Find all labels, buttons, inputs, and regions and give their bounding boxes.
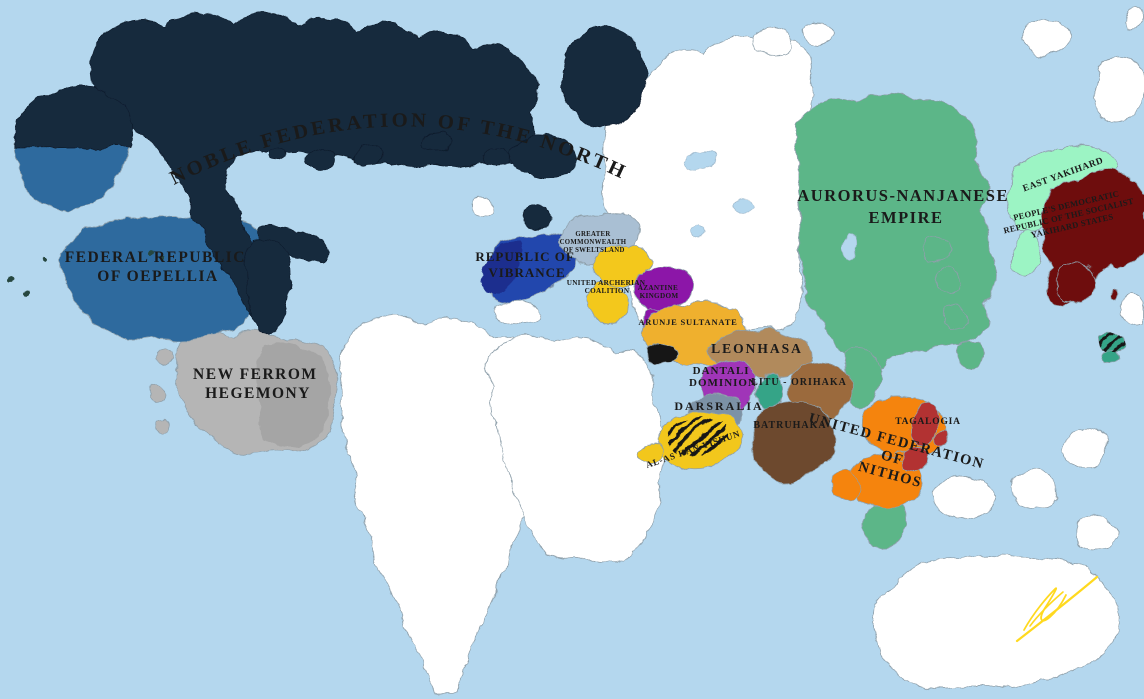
label-arunje: ARUNJE SULTANATE (638, 317, 737, 327)
label-aurorus: AURORUS-NANJANESE EMPIRE (797, 186, 1014, 227)
small-dark-islets (9, 250, 166, 296)
teal-island-2 (1101, 349, 1121, 365)
label-litu-orihaka: LITU - ORIHAKA (751, 377, 847, 388)
continent-southeast-white (874, 554, 1120, 690)
label-dantali: DANTALI DOMINION (689, 365, 757, 389)
label-new-ferrom: NEW FERROM HEGEMONY (193, 366, 323, 402)
nation-east-yakihard-strip (1012, 227, 1040, 276)
continent-central-white (486, 336, 665, 564)
nation-vibrance-west (483, 240, 521, 295)
white-islands (470, 8, 1144, 549)
nation-pdr-yakihard-lobe (1056, 261, 1096, 306)
label-oepellia: FEDERAL REPUBLIC OF OEPELLIA (65, 249, 252, 285)
nation-noble-federation (15, 12, 647, 335)
label-vibrance: REPUBLIC OF VIBRANCE (475, 249, 578, 280)
artist-signature (1015, 575, 1099, 643)
nation-yishun-tail (639, 443, 663, 463)
label-azantine: AZANTINE KINGDOM (638, 284, 680, 300)
nation-new-ferrom-east (258, 341, 330, 447)
nation-azantine (635, 266, 694, 311)
label-tagalogia: TAGALOGIA (895, 417, 961, 427)
label-archerian: UNITED ARCHERIAN COALITION (567, 279, 648, 295)
label-batruhaka: BATRUHAKA (753, 420, 826, 431)
teal-island-hatch (1097, 332, 1128, 352)
yishun-hatch (667, 417, 730, 457)
label-darsralia: DARSRALIA (674, 399, 763, 413)
aurorus-islands (843, 234, 985, 549)
pdr-islet (1109, 289, 1119, 299)
label-leonhasa: LEONHASA (711, 341, 803, 356)
landmasses (9, 8, 1144, 693)
nation-archerian-south (585, 282, 630, 322)
lakes (684, 150, 859, 262)
nation-tiny-black (647, 343, 676, 365)
label-sweltsland: GREATER COMMONWEALTH OF SWELTSLAND (560, 231, 629, 254)
nation-tagalogia (902, 402, 951, 473)
ferrom-islets (148, 348, 173, 434)
nation-batruhaka (751, 400, 836, 485)
